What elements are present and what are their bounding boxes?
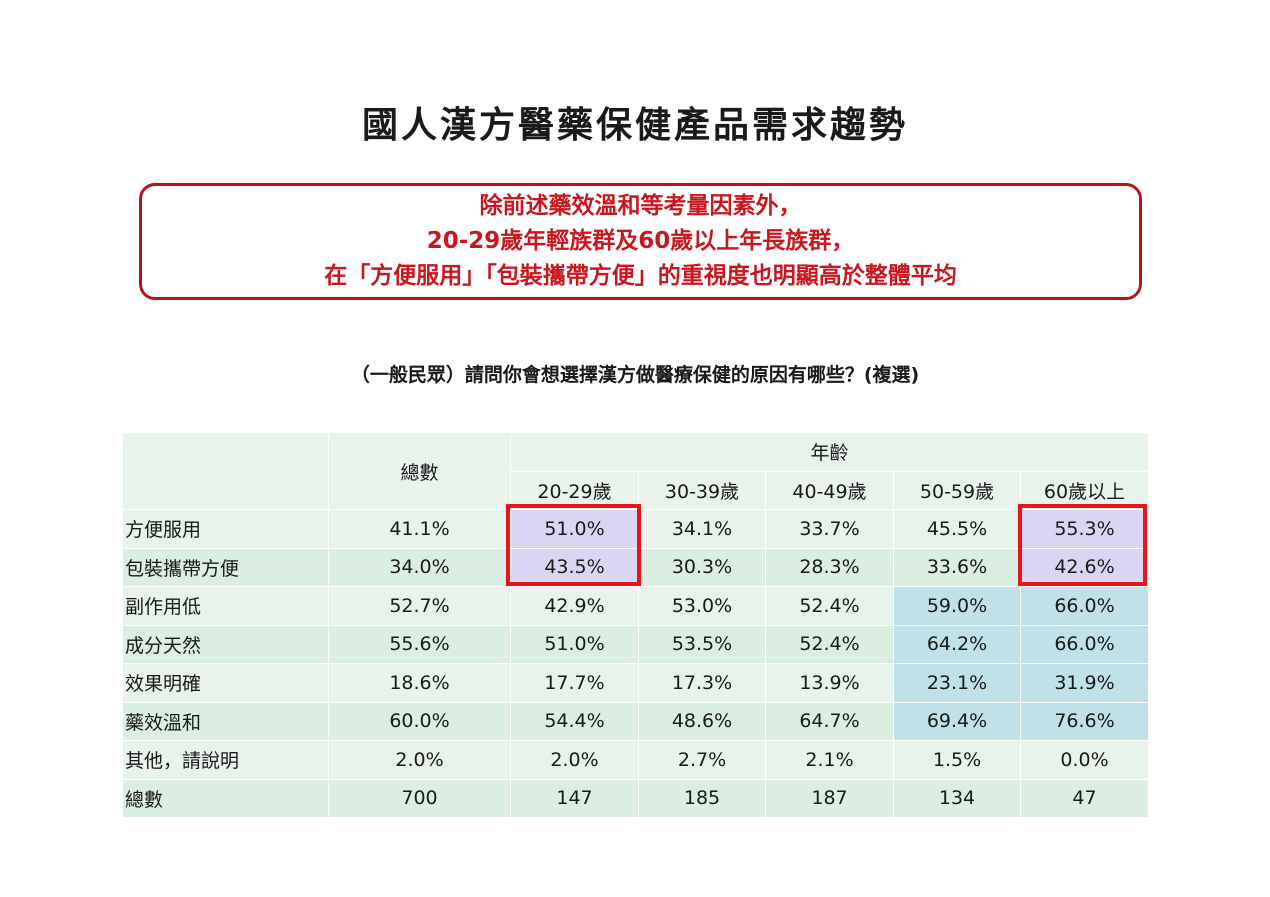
table-row: 藥效溫和 60.0% 54.4% 48.6% 64.7% 69.4% 76.6% — [122, 701, 1150, 741]
table-row: 效果明確 18.6% 17.7% 17.3% 13.9% 23.1% 31.9% — [122, 663, 1150, 703]
cell-value: 28.3% — [765, 547, 894, 587]
callout-line-1: 除前述藥效溫和等考量因素外， — [479, 193, 802, 219]
cell-value: 64.7% — [765, 701, 894, 741]
cell-value: 48.6% — [638, 701, 766, 741]
cell-value: 42.6% — [1019, 547, 1150, 587]
survey-question: （一般民眾）請問你會想選擇漢方做醫療保健的原因有哪些？(複選) — [350, 364, 920, 386]
cell-value: 52.4% — [765, 624, 894, 664]
table-row: 包裝攜帶方便 34.0% 43.5% 30.3% 28.3% 33.6% 42.… — [122, 547, 1150, 587]
cell-value: 59.0% — [893, 586, 1021, 626]
cell-total: 52.7% — [328, 586, 511, 626]
cell-value: 42.9% — [510, 586, 639, 626]
callout-line-3: 在「方便服用」「包裝攜帶方便」的重視度也明顯高於整體平均 — [324, 263, 957, 289]
cell-value: 54.4% — [510, 701, 639, 741]
cell-value: 47 — [1019, 778, 1150, 818]
row-label: 藥效溫和 — [122, 701, 329, 741]
cell-value: 76.6% — [1019, 701, 1150, 741]
header-age: 年齡 — [509, 432, 1150, 472]
cell-value: 17.7% — [510, 663, 639, 703]
results-table: 總數 年齡 20-29歲 30-39歲 40-49歲 50-59歲 60歲以上 … — [122, 432, 1150, 818]
cell-value: 147 — [510, 778, 639, 818]
cell-value: 134 — [893, 778, 1021, 818]
row-label: 成分天然 — [122, 624, 329, 664]
cell-value: 51.0% — [510, 509, 639, 549]
cell-value: 31.9% — [1019, 663, 1150, 703]
row-label: 總數 — [122, 778, 329, 818]
callout-line-2: 20-29歲年輕族群及60歲以上年長族群， — [426, 228, 855, 254]
header-age-group: 40-49歲 — [765, 470, 894, 510]
row-label: 方便服用 — [122, 509, 329, 549]
cell-value: 0.0% — [1019, 740, 1150, 780]
cell-value: 185 — [638, 778, 766, 818]
table-row: 副作用低 52.7% 42.9% 53.0% 52.4% 59.0% 66.0% — [122, 586, 1150, 626]
table-row: 其他，請說明 2.0% 2.0% 2.7% 2.1% 1.5% 0.0% — [122, 740, 1150, 780]
cell-total: 18.6% — [328, 663, 511, 703]
header-age-group: 30-39歲 — [638, 470, 766, 510]
cell-value: 66.0% — [1019, 624, 1150, 664]
cell-value: 17.3% — [638, 663, 766, 703]
cell-value: 53.0% — [638, 586, 766, 626]
cell-total: 2.0% — [328, 740, 511, 780]
table-header-row: 總數 年齡 — [122, 432, 1150, 510]
header-age-group: 20-29歲 — [510, 470, 639, 510]
cell-value: 23.1% — [893, 663, 1021, 703]
table-row: 成分天然 55.6% 51.0% 53.5% 52.4% 64.2% 66.0% — [122, 624, 1150, 664]
cell-total: 60.0% — [328, 701, 511, 741]
cell-total: 55.6% — [328, 624, 511, 664]
cell-value: 51.0% — [510, 624, 639, 664]
table-row: 總數 700 147 185 187 134 47 — [122, 778, 1150, 818]
cell-value: 33.7% — [765, 509, 894, 549]
row-label: 其他，請說明 — [122, 740, 329, 780]
cell-value: 13.9% — [765, 663, 894, 703]
cell-value: 52.4% — [765, 586, 894, 626]
cell-value: 2.7% — [638, 740, 766, 780]
header-age-group: 60歲以上 — [1019, 470, 1150, 510]
cell-value: 30.3% — [638, 547, 766, 587]
header-corner — [122, 432, 329, 510]
cell-value: 69.4% — [893, 701, 1021, 741]
cell-value: 2.0% — [510, 740, 639, 780]
row-label: 包裝攜帶方便 — [122, 547, 329, 587]
cell-value: 2.1% — [765, 740, 894, 780]
cell-value: 64.2% — [893, 624, 1021, 664]
header-age-group: 50-59歲 — [893, 470, 1021, 510]
row-label: 效果明確 — [122, 663, 329, 703]
page-title: 國人漢方醫藥保健產品需求趨勢 — [361, 105, 908, 146]
cell-total: 34.0% — [328, 547, 511, 587]
cell-total: 700 — [328, 778, 511, 818]
cell-value: 66.0% — [1019, 586, 1150, 626]
table-subheader-row: 20-29歲 30-39歲 40-49歲 50-59歲 60歲以上 — [123, 470, 1150, 510]
cell-value: 43.5% — [510, 547, 639, 587]
cell-value: 34.1% — [638, 509, 766, 549]
callout-box: 除前述藥效溫和等考量因素外， 20-29歲年輕族群及60歲以上年長族群， 在「方… — [139, 183, 1142, 300]
row-label: 副作用低 — [122, 586, 329, 626]
cell-value: 1.5% — [893, 740, 1021, 780]
table-row: 方便服用 41.1% 51.0% 34.1% 33.7% 45.5% 55.3% — [122, 509, 1150, 549]
cell-value: 33.6% — [893, 547, 1021, 587]
header-total: 總數 — [328, 432, 511, 510]
cell-total: 41.1% — [328, 509, 511, 549]
cell-value: 55.3% — [1019, 509, 1150, 549]
cell-value: 187 — [765, 778, 894, 818]
cell-value: 53.5% — [638, 624, 766, 664]
cell-value: 45.5% — [893, 509, 1021, 549]
